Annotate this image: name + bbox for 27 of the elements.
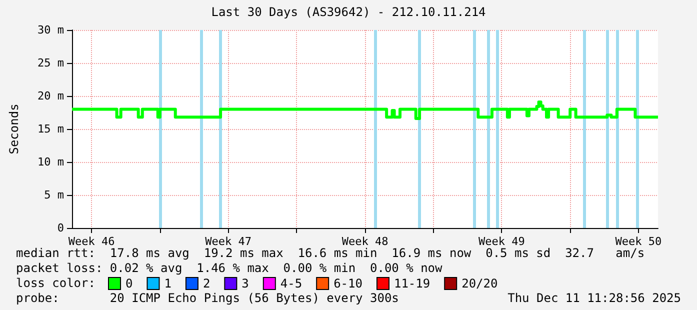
legend-label: 6-10	[334, 276, 362, 290]
legend-label: 4-5	[280, 276, 302, 290]
y-tick-label: 0	[57, 222, 64, 234]
y-tick-label: 10 m	[38, 156, 64, 168]
legend-label: 1	[164, 276, 172, 290]
legend-label: 0	[126, 276, 133, 290]
x-tick-label: Week 46	[68, 235, 115, 248]
legend-label: 11-19	[394, 276, 430, 290]
x-tick-label: Week 48	[342, 235, 388, 248]
text: Thu Dec 11 11:28:56 2025	[508, 291, 681, 305]
chart-title: Last 30 Days (AS39642) - 212.10.11.214	[211, 5, 486, 19]
y-tick-label: 15 m	[38, 122, 64, 136]
x-tick-label: Week 47	[205, 235, 252, 248]
x-tick-label: Week 49	[478, 235, 525, 248]
y-tick-label: 30 m	[38, 24, 64, 36]
text: probe: 20 ICMP Echo Pings (56 Bytes) every 300s	[16, 291, 399, 305]
legend-label: 3	[242, 276, 249, 290]
legend-label: 20/20	[462, 276, 498, 290]
legend-label: 2	[202, 276, 210, 290]
y-axis-title: Seconds	[7, 104, 21, 154]
legend-title: loss color:	[16, 276, 96, 290]
text: median rtt: 17.8 ms avg 19.2 ms max 16.6 ms min 16.9 ms now 0.5 ms sd 32.7 am/s	[16, 246, 645, 260]
x-tick-label: Week 50	[615, 235, 662, 248]
y-tick-label: 5 m	[44, 188, 64, 202]
y-tick-label: 25 m	[38, 56, 64, 70]
y-tick-label: 20 m	[38, 90, 64, 102]
text: packet loss: 0.02 % avg 1.46 % max 0.00 % min 0.00 % now	[16, 261, 442, 275]
